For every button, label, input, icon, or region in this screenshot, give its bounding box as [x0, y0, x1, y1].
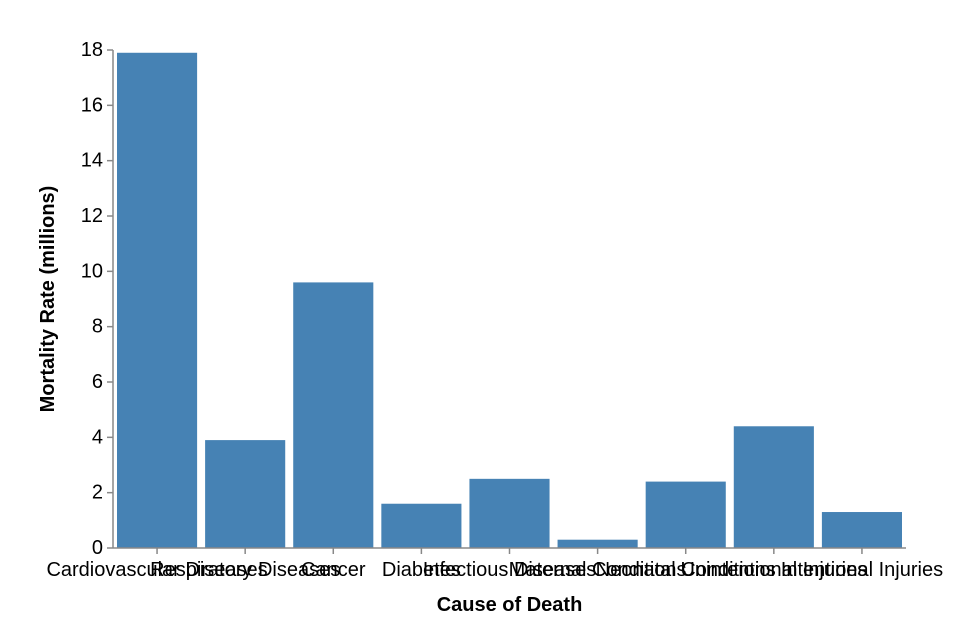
y-tick-label-8: 16: [81, 94, 103, 116]
x-tick-label-8: Intentional Injuries: [781, 559, 943, 581]
y-tick-label-6: 12: [81, 205, 103, 227]
bar-6: [645, 481, 726, 548]
x-tick-label-3: Diabetes: [382, 559, 461, 581]
y-tick-label-9: 18: [81, 39, 103, 61]
bar-3: [381, 503, 462, 548]
y-axis-title: Mortality Rate (millions): [37, 186, 59, 413]
y-tick-label-0: 0: [92, 537, 103, 559]
x-tick-label-5: Maternal Conditions: [509, 559, 687, 581]
bar-7: [733, 426, 814, 548]
x-tick-label-4: Infectious Diseases: [423, 559, 596, 581]
x-tick-label-2: Cancer: [301, 559, 366, 581]
y-tick-label-2: 4: [92, 426, 103, 448]
y-tick-label-5: 10: [81, 260, 103, 282]
y-tick-label-4: 8: [92, 316, 103, 338]
x-axis-title: Cause of Death: [437, 594, 583, 616]
y-tick-label-1: 2: [92, 482, 103, 504]
bars-group: [117, 52, 902, 549]
bar-0: [117, 52, 198, 549]
x-tick-label-1: Respiratory Diseases: [150, 559, 340, 581]
bar-8: [821, 512, 902, 548]
bar-5: [557, 539, 638, 548]
bar-2: [293, 282, 374, 548]
y-tick-label-3: 6: [92, 371, 103, 393]
x-tick-label-0: Cardiovascular Diseases: [46, 559, 267, 581]
x-tick-label-6: Neonatal Conditions: [596, 559, 776, 581]
bar-4: [469, 478, 550, 548]
y-ticks-group: 0 2 4 6 8 10 12 14 16 18: [81, 39, 113, 559]
bar-1: [205, 440, 286, 548]
y-tick-label-7: 14: [81, 150, 103, 172]
x-tick-label-7: Unintentional Injuries: [680, 559, 867, 581]
